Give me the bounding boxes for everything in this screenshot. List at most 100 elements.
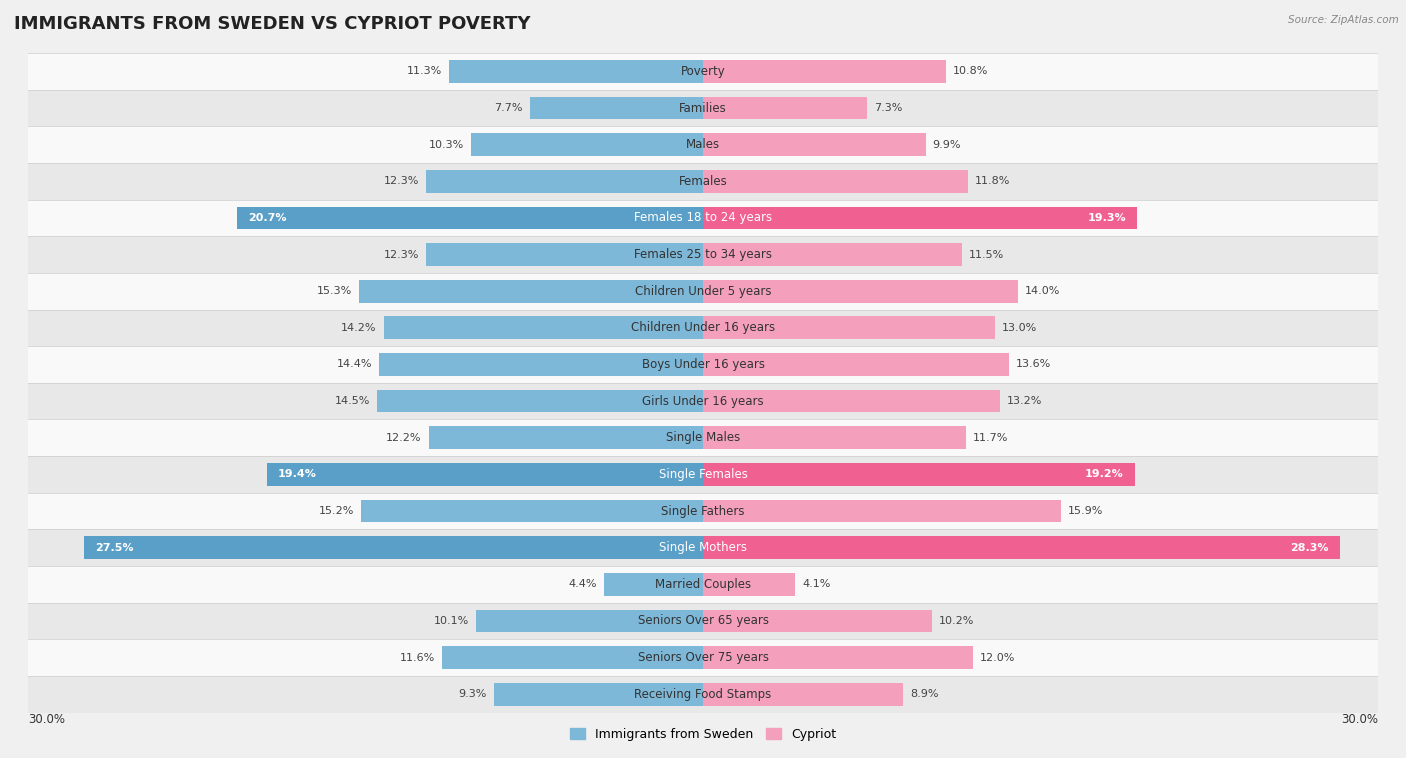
Text: 15.3%: 15.3% [316,287,352,296]
Bar [28,273,1378,309]
Bar [28,89,1378,127]
Bar [28,456,1378,493]
Bar [703,609,932,632]
Bar [703,170,969,193]
Text: 19.3%: 19.3% [1087,213,1126,223]
Text: Boys Under 16 years: Boys Under 16 years [641,358,765,371]
Bar [703,463,1135,486]
Text: 13.6%: 13.6% [1015,359,1050,369]
Text: IMMIGRANTS FROM SWEDEN VS CYPRIOT POVERTY: IMMIGRANTS FROM SWEDEN VS CYPRIOT POVERT… [14,15,530,33]
Text: 15.9%: 15.9% [1067,506,1102,516]
Bar [449,60,703,83]
Bar [703,243,962,266]
Text: Married Couples: Married Couples [655,578,751,590]
Bar [361,500,703,522]
Bar [28,163,1378,199]
Text: Females 18 to 24 years: Females 18 to 24 years [634,211,772,224]
Text: 11.7%: 11.7% [973,433,1008,443]
Bar [28,236,1378,273]
Text: Children Under 5 years: Children Under 5 years [634,285,772,298]
Text: 10.1%: 10.1% [434,616,470,626]
Text: 11.8%: 11.8% [976,177,1011,186]
Text: 7.3%: 7.3% [875,103,903,113]
Text: 11.3%: 11.3% [406,67,441,77]
Text: 9.9%: 9.9% [932,139,960,149]
Text: Females: Females [679,175,727,188]
Bar [703,427,966,449]
Bar [703,500,1060,522]
Bar [28,309,1378,346]
Text: 20.7%: 20.7% [249,213,287,223]
Text: 12.2%: 12.2% [387,433,422,443]
Text: Single Males: Single Males [666,431,740,444]
Bar [28,603,1378,639]
Text: Single Fathers: Single Fathers [661,505,745,518]
Text: 13.2%: 13.2% [1007,396,1042,406]
Text: 12.3%: 12.3% [384,249,419,259]
Text: 14.4%: 14.4% [337,359,373,369]
Text: 13.0%: 13.0% [1002,323,1038,333]
Bar [441,647,703,669]
Bar [359,280,703,302]
Text: Seniors Over 65 years: Seniors Over 65 years [637,615,769,628]
Bar [28,639,1378,676]
Legend: Immigrants from Sweden, Cypriot: Immigrants from Sweden, Cypriot [565,723,841,746]
Text: 30.0%: 30.0% [28,713,65,725]
Text: 19.4%: 19.4% [278,469,316,479]
Text: 10.3%: 10.3% [429,139,464,149]
Bar [471,133,703,156]
Bar [605,573,703,596]
Bar [703,390,1000,412]
Bar [28,53,1378,89]
Bar [28,493,1378,529]
Bar [703,683,903,706]
Bar [703,317,995,339]
Text: Seniors Over 75 years: Seniors Over 75 years [637,651,769,664]
Text: 4.4%: 4.4% [569,579,598,589]
Text: 12.0%: 12.0% [980,653,1015,662]
Text: Girls Under 16 years: Girls Under 16 years [643,395,763,408]
Bar [703,207,1137,229]
Text: Families: Families [679,102,727,114]
Bar [384,317,703,339]
Text: 30.0%: 30.0% [1341,713,1378,725]
Bar [28,383,1378,419]
Text: 9.3%: 9.3% [458,689,486,699]
Text: 10.2%: 10.2% [939,616,974,626]
Bar [426,170,703,193]
Text: Females 25 to 34 years: Females 25 to 34 years [634,248,772,261]
Text: 12.3%: 12.3% [384,177,419,186]
Text: 11.6%: 11.6% [401,653,436,662]
Text: Males: Males [686,138,720,151]
Bar [28,529,1378,566]
Text: 10.8%: 10.8% [953,67,988,77]
Text: 14.0%: 14.0% [1025,287,1060,296]
Text: 27.5%: 27.5% [96,543,134,553]
Text: 7.7%: 7.7% [495,103,523,113]
Bar [28,346,1378,383]
Bar [377,390,703,412]
Text: 14.5%: 14.5% [335,396,370,406]
Bar [703,280,1018,302]
Text: 14.2%: 14.2% [342,323,377,333]
Bar [475,609,703,632]
Bar [703,573,796,596]
Bar [28,199,1378,236]
Bar [28,676,1378,713]
Bar [703,537,1340,559]
Text: 8.9%: 8.9% [910,689,938,699]
Text: 19.2%: 19.2% [1085,469,1123,479]
Text: Receiving Food Stamps: Receiving Food Stamps [634,688,772,700]
Bar [426,243,703,266]
Bar [494,683,703,706]
Bar [84,537,703,559]
Text: 15.2%: 15.2% [319,506,354,516]
Bar [380,353,703,376]
Bar [703,97,868,119]
Text: 4.1%: 4.1% [801,579,831,589]
Bar [267,463,703,486]
Text: Children Under 16 years: Children Under 16 years [631,321,775,334]
Bar [703,353,1010,376]
Text: Single Mothers: Single Mothers [659,541,747,554]
Text: 11.5%: 11.5% [969,249,1004,259]
